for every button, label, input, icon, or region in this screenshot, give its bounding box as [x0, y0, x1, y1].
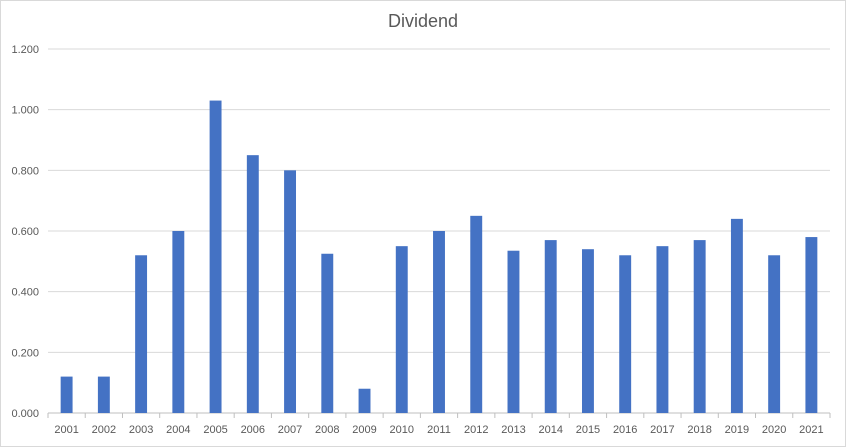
bar-2013 [507, 250, 520, 413]
bar-2009 [358, 388, 371, 413]
chart-title: Dividend [387, 11, 459, 31]
x-tick-label: 2015 [576, 424, 600, 436]
x-tick-label: 2012 [464, 424, 488, 436]
y-tick-label: 0.000 [11, 408, 39, 420]
x-tick-label: 2016 [613, 424, 637, 436]
x-tick-label: 2019 [725, 424, 749, 436]
bar-2006 [246, 155, 259, 413]
x-tick-label: 2004 [166, 424, 190, 436]
x-tick-label: 2005 [203, 424, 227, 436]
bar-2014 [544, 240, 557, 413]
x-tick-label: 2021 [799, 424, 823, 436]
bar-2018 [693, 240, 706, 413]
bar-2005 [209, 100, 222, 414]
bar-2007 [284, 170, 297, 413]
y-tick-label: 1.000 [11, 105, 39, 117]
x-tick-label: 2017 [650, 424, 674, 436]
x-tick-label: 2018 [687, 424, 711, 436]
x-tick-label: 2001 [54, 424, 78, 436]
bar-2017 [656, 246, 669, 413]
bar-2004 [172, 231, 185, 413]
bar-2020 [768, 255, 781, 413]
x-tick-label: 2006 [241, 424, 265, 436]
bar-2003 [135, 255, 148, 413]
y-tick-label: 0.400 [11, 287, 39, 299]
x-tick-label: 2010 [390, 424, 414, 436]
x-tick-label: 2014 [538, 424, 562, 436]
bar-2008 [321, 253, 334, 413]
x-tick-label: 2011 [427, 424, 451, 436]
y-tick-label: 0.200 [11, 347, 39, 359]
x-tick-label: 2009 [352, 424, 376, 436]
x-tick-label: 2008 [315, 424, 339, 436]
bar-2019 [730, 218, 743, 413]
bar-2012 [470, 215, 483, 413]
y-tick-label: 0.800 [11, 165, 39, 177]
bar-2011 [433, 231, 445, 413]
x-tick-label: 2003 [129, 424, 153, 436]
x-tick-label: 2002 [92, 424, 116, 436]
bar-2001 [60, 376, 73, 413]
x-tick-label: 2020 [762, 424, 786, 436]
bar-2015 [581, 249, 594, 413]
bar-2002 [97, 376, 110, 413]
bar-2016 [619, 255, 632, 413]
y-tick-label: 1.200 [11, 44, 39, 56]
y-tick-label: 0.600 [11, 226, 39, 238]
bar-2021 [805, 237, 818, 413]
x-tick-label: 2007 [278, 424, 302, 436]
bar-2010 [395, 246, 408, 413]
x-tick-label: 2013 [501, 424, 525, 436]
